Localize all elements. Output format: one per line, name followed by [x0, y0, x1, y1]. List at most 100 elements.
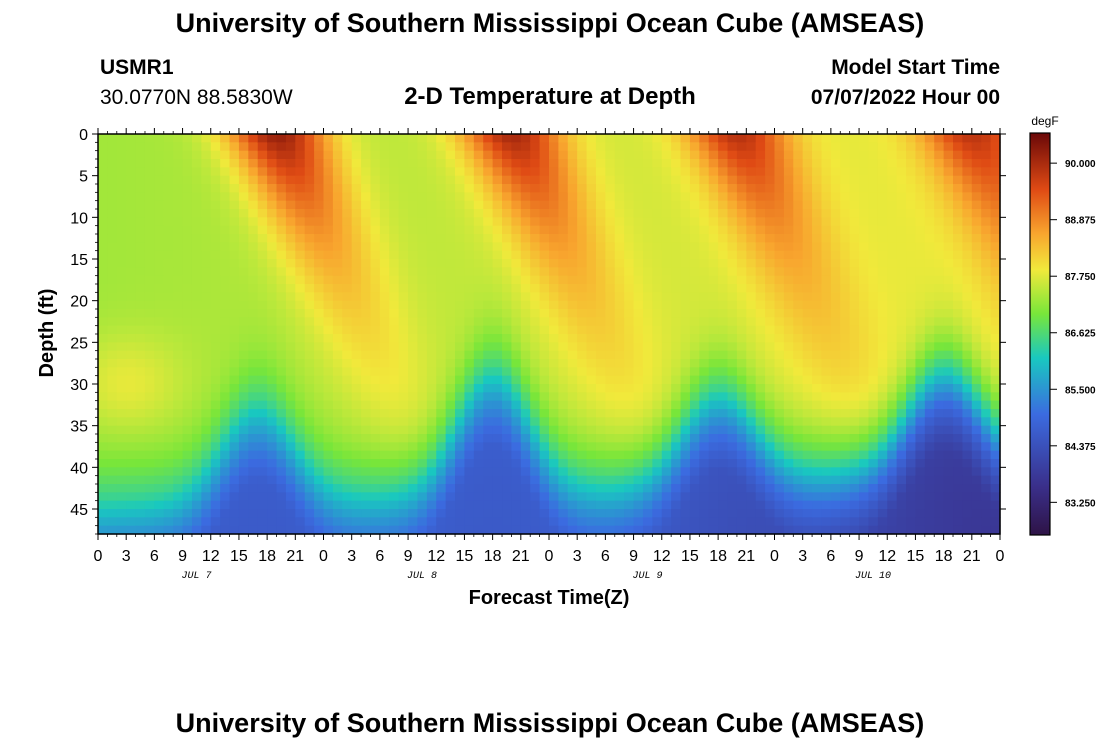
heatmap-cell	[727, 475, 738, 485]
heatmap-cell	[173, 167, 184, 177]
heatmap-cell	[802, 317, 813, 327]
heatmap-cell	[624, 142, 635, 152]
heatmap-cell	[549, 367, 559, 377]
heatmap-cell	[511, 525, 522, 535]
heatmap-cell	[116, 192, 127, 202]
heatmap-cell	[849, 200, 860, 210]
heatmap-cell	[906, 409, 917, 418]
heatmap-cell	[699, 367, 710, 377]
heatmap-cell	[210, 300, 221, 310]
heatmap-cell	[98, 150, 108, 160]
heatmap-cell	[793, 142, 804, 152]
heatmap-cell	[981, 467, 992, 477]
heatmap-cell	[351, 209, 362, 218]
heatmap-cell	[511, 292, 522, 302]
heatmap-cell	[642, 159, 653, 168]
heatmap-cell	[755, 450, 766, 460]
heatmap-cell	[220, 292, 231, 302]
heatmap-cell	[906, 184, 917, 193]
heatmap-cell	[689, 300, 700, 310]
heatmap-cell	[417, 384, 428, 393]
heatmap-cell	[558, 259, 569, 268]
heatmap-cell	[774, 317, 785, 327]
heatmap-cell	[727, 159, 738, 168]
heatmap-cell	[342, 367, 353, 377]
heatmap-cell	[144, 375, 155, 385]
heatmap-cell	[191, 184, 202, 193]
heatmap-cell	[859, 309, 870, 318]
heatmap-cell	[342, 359, 353, 368]
heatmap-cell	[924, 409, 935, 418]
heatmap-cell	[502, 459, 513, 468]
heatmap-cell	[614, 275, 625, 285]
heatmap-cell	[511, 350, 522, 360]
heatmap-cell	[812, 509, 823, 518]
heatmap-cell	[840, 200, 851, 210]
heatmap-cell	[549, 250, 559, 260]
heatmap-cell	[633, 300, 644, 310]
heatmap-cell	[502, 325, 513, 335]
heatmap-cell	[793, 475, 804, 485]
heatmap-cell	[210, 284, 221, 293]
heatmap-cell	[642, 175, 653, 185]
heatmap-cell	[624, 509, 635, 518]
heatmap-cell	[163, 409, 174, 418]
heatmap-cell	[802, 484, 813, 493]
heatmap-cell	[361, 350, 372, 360]
heatmap-cell	[624, 242, 635, 252]
heatmap-cell	[398, 492, 409, 502]
heatmap-cell	[436, 384, 447, 393]
heatmap-cell	[389, 375, 400, 385]
heatmap-cell	[953, 134, 964, 143]
heatmap-cell	[107, 250, 118, 260]
heatmap-cell	[314, 392, 325, 402]
heatmap-cell	[210, 334, 221, 343]
heatmap-cell	[887, 334, 898, 343]
heatmap-cell	[567, 150, 578, 160]
heatmap-cell	[539, 509, 550, 518]
heatmap-cell	[765, 209, 776, 218]
heatmap-cell	[267, 350, 278, 360]
heatmap-cell	[577, 359, 588, 368]
heatmap-cell	[868, 375, 879, 385]
heatmap-cell	[783, 159, 794, 168]
heatmap-cell	[577, 417, 588, 427]
heatmap-cell	[736, 175, 747, 185]
heatmap-cell	[981, 325, 992, 335]
heatmap-cell	[859, 475, 870, 485]
heatmap-cell	[248, 234, 259, 243]
heatmap-cell	[793, 359, 804, 368]
heatmap-cell	[314, 434, 325, 443]
heatmap-cell	[520, 492, 531, 502]
heatmap-cell	[981, 475, 992, 485]
heatmap-cell	[220, 142, 231, 152]
heatmap-cell	[107, 134, 118, 143]
heatmap-cell	[689, 275, 700, 285]
heatmap-cell	[642, 200, 653, 210]
heatmap-cell	[718, 309, 729, 318]
heatmap-cell	[765, 142, 776, 152]
heatmap-cell	[520, 384, 531, 393]
heatmap-cell	[182, 242, 193, 252]
heatmap-cell	[915, 184, 926, 193]
heatmap-cell	[915, 175, 926, 185]
heatmap-cell	[586, 242, 597, 252]
heatmap-cell	[285, 500, 296, 510]
heatmap-cell	[558, 292, 569, 302]
heatmap-cell	[605, 150, 616, 160]
heatmap-cell	[990, 242, 1001, 252]
heatmap-cell	[314, 259, 325, 268]
heatmap-cell	[549, 509, 559, 518]
colorbar-tick-label: 87.750	[1065, 272, 1096, 283]
heatmap-cell	[492, 350, 503, 360]
heatmap-cell	[661, 409, 672, 418]
heatmap-cell	[464, 200, 475, 210]
heatmap-cell	[736, 392, 747, 402]
heatmap-cell	[868, 525, 879, 535]
heatmap-cell	[830, 250, 841, 260]
heatmap-cell	[323, 417, 334, 427]
heatmap-cell	[746, 475, 757, 485]
heatmap-cell	[126, 475, 137, 485]
heatmap-cell	[680, 200, 691, 210]
heatmap-cell	[417, 392, 428, 402]
